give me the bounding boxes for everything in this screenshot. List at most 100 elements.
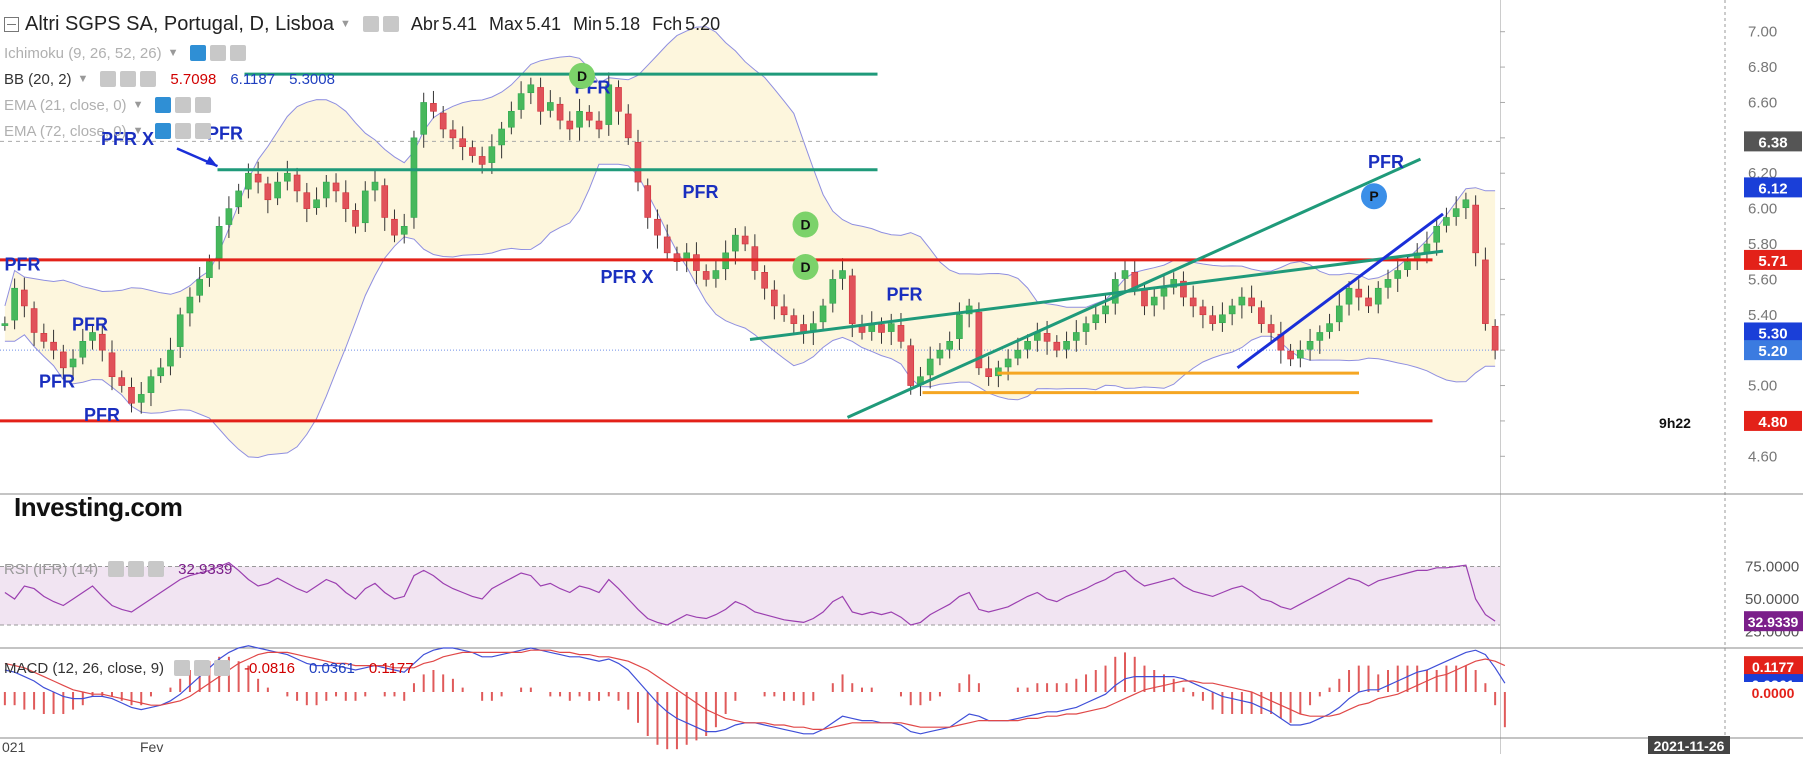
candle-body [1102,305,1109,315]
candle-body [1384,279,1392,288]
candle [547,90,554,118]
candle-body [634,141,642,183]
eye-icon[interactable] [190,45,207,61]
candle [225,196,233,238]
macd-legend[interactable]: MACD (12, 26, close, 9) -0.0816 0.0361 0… [4,657,414,679]
candle-body [1394,270,1402,279]
close-icon[interactable] [140,71,157,87]
chevron-down-icon[interactable]: ▼ [340,18,351,30]
candle-body [712,270,720,279]
rsi-legend[interactable]: RSI (IFR) (14) 32.9339 [4,558,232,580]
ohlc-low-value: 5.18 [605,13,641,34]
eye-icon[interactable] [155,97,172,113]
candle-body [176,314,184,347]
eye-icon[interactable] [155,123,172,139]
candle [985,356,992,386]
gear-icon[interactable] [194,660,211,676]
collapse-icon[interactable] [4,16,19,32]
gear-icon[interactable] [128,561,145,577]
candle [1365,285,1372,313]
candle [780,294,788,322]
price-tag-label: 4.80 [1758,414,1787,431]
indicator-ema21[interactable]: EMA (21, close, 0) ▼ [4,94,212,116]
candle [400,213,408,244]
candle [1082,316,1090,346]
watermark-text: Investing.com [14,492,183,522]
candle [50,329,57,360]
price-tag-label: 6.12 [1758,180,1787,197]
macd-signal-line [4,649,1506,730]
candle [196,267,203,303]
candle [790,308,798,333]
candle [1199,299,1207,329]
chevron-down-icon[interactable]: ▼ [132,125,144,137]
trend-line [846,157,1422,419]
candle [1219,302,1226,332]
y-tick-label: 5.80 [1748,236,1777,253]
candle [615,80,622,125]
candle-body [1121,270,1129,279]
chevron-down-icon[interactable]: ▼ [167,47,179,59]
close-icon[interactable] [230,45,247,61]
gear-icon[interactable] [210,45,227,61]
candle-body [1092,314,1100,324]
close-icon[interactable] [148,561,165,577]
eye-icon[interactable] [100,71,117,87]
candle [1189,285,1197,318]
chevron-down-icon[interactable]: ▼ [77,73,89,85]
candle [1092,305,1100,330]
x-axis-label: Fev [140,739,163,754]
indicator-ema72[interactable]: EMA (72, close, 0) ▼ [4,120,212,142]
eye-icon[interactable] [174,660,191,676]
indicator-ichimoku[interactable]: Ichimoku (9, 26, 52, 26) ▼ [4,42,247,64]
candle-body [1004,358,1012,368]
gear-icon[interactable] [382,16,399,32]
candle-body [439,112,447,130]
candle [342,180,350,223]
eye-icon[interactable] [108,561,125,577]
candle-body [732,234,739,252]
candle-body [1365,297,1372,307]
gear-icon[interactable] [175,97,192,113]
candle-body [313,199,320,209]
indicator-bb[interactable]: BB (20, 2) ▼ 5.7098 6.1187 5.3008 [4,68,335,90]
candle [1452,196,1460,226]
price-tag [1744,131,1802,152]
candle [654,209,661,249]
candle-body [449,129,457,139]
candle-body [1180,280,1187,298]
ohlc-high-key: Max [488,13,523,34]
chevron-down-icon[interactable]: ▼ [132,99,144,111]
price-tag-label: 6.38 [1758,134,1787,151]
candle [167,337,174,376]
candle-body [1287,350,1294,360]
gear-icon[interactable] [175,123,192,139]
candle-body [1258,307,1265,324]
candle [128,377,135,413]
gear-icon[interactable] [120,71,137,87]
price-tag-label: 5.71 [1758,253,1787,270]
candle [771,280,778,320]
close-icon[interactable] [195,123,212,139]
candle-body [975,311,983,369]
candle [1102,293,1109,324]
indicator-label: Ichimoku (9, 26, 52, 26) [4,44,162,62]
candle-body [761,272,768,289]
eye-icon[interactable] [362,16,379,32]
candle [975,302,983,375]
candle-body [1024,341,1031,350]
candle-body [430,103,437,112]
current-date-tag [1648,736,1730,754]
macd-tag [1744,656,1803,677]
candle-body [391,218,398,236]
candle [566,111,574,141]
close-icon[interactable] [214,660,231,676]
chart-header: Altri SGPS SA, Portugal, D, Lisboa ▼ Abr… [4,10,720,38]
close-icon[interactable] [195,97,212,113]
candle [264,176,272,214]
candle [936,343,944,366]
price-tag [1744,249,1802,270]
price-tag [1744,322,1802,343]
